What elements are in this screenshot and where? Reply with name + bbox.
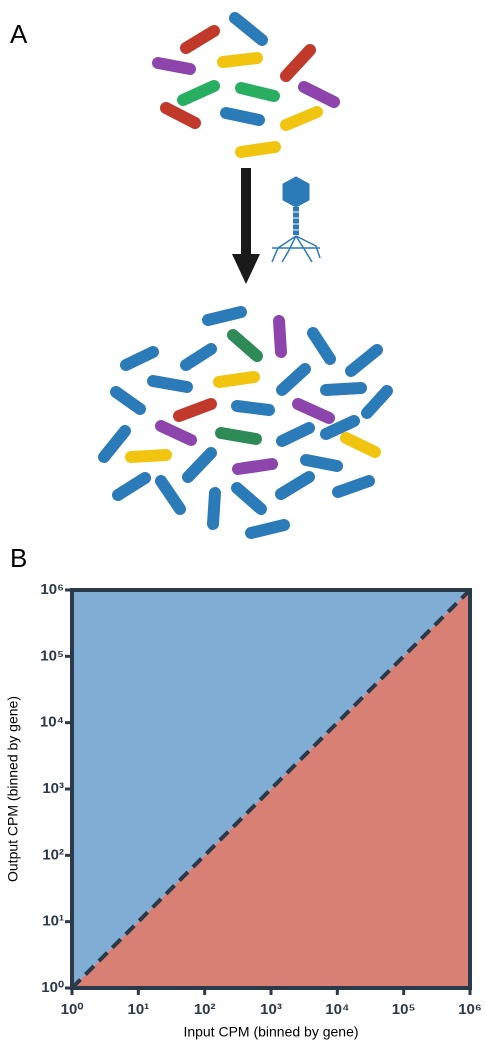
x-tick-label: 10³	[260, 1001, 282, 1018]
panel-label: B	[10, 543, 27, 573]
chart: 10⁰ 10¹ 10² 10³ 10⁴ 10⁵ 10⁶ 10⁰ 10¹ 10² 10³ 10⁴ 10⁵ 1…	[5, 581, 482, 1040]
phage	[272, 177, 320, 262]
figure: A B	[0, 0, 485, 1045]
x-tick-label: 10²	[194, 1001, 216, 1018]
y-tick-label: 10¹	[42, 913, 64, 930]
y-tick-label: 10⁶	[40, 581, 64, 598]
y-tick-label: 10⁰	[41, 979, 64, 996]
panel-label: A	[10, 19, 28, 49]
x-tick-label: 10⁶	[458, 1001, 482, 1018]
x-axis-label: Input CPM (binned by gene)	[183, 1024, 358, 1040]
y-axis-label: Output CPM (binned by gene)	[5, 696, 21, 882]
arrow	[232, 168, 260, 284]
x-tick-label: 10⁴	[325, 1001, 349, 1018]
bacteria-after	[104, 312, 387, 533]
x-tick-label: 10¹	[127, 1001, 149, 1018]
bacteria-before	[158, 18, 334, 152]
y-tick-label: 10⁴	[40, 714, 64, 731]
y-tick-label: 10³	[42, 780, 64, 797]
y-tick-label: 10²	[42, 846, 64, 863]
x-tick-label: 10⁰	[61, 1001, 84, 1018]
x-tick-label: 10⁵	[392, 1001, 416, 1018]
y-tick-label: 10⁵	[40, 647, 64, 664]
